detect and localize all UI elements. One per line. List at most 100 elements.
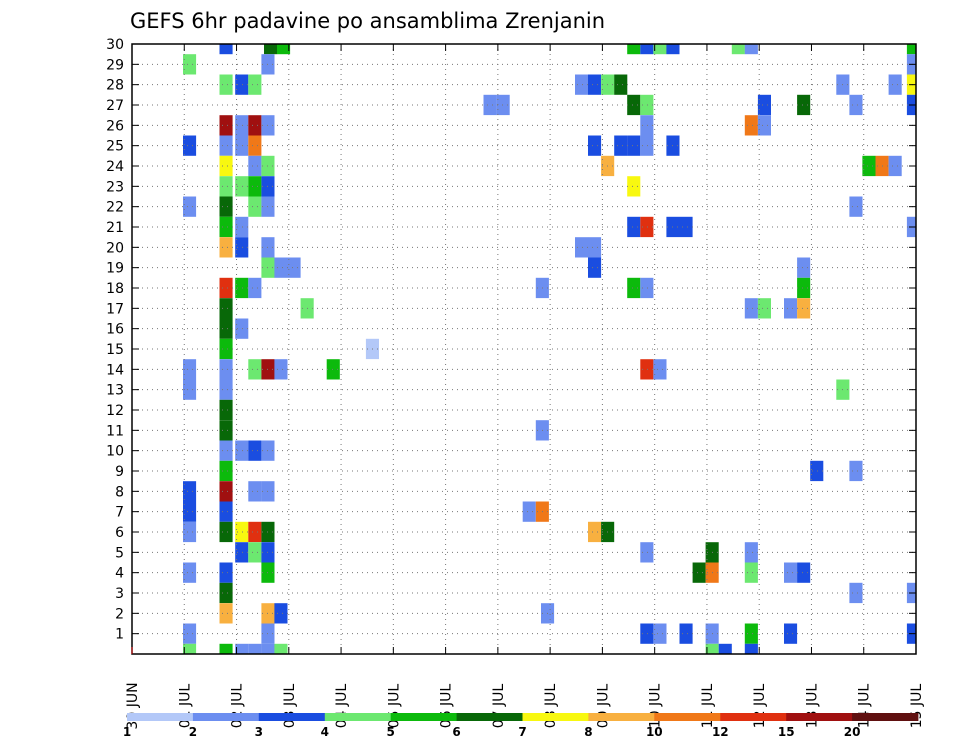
cell [888,155,902,177]
cell [183,359,197,380]
cell [235,277,249,299]
cell [248,440,262,461]
y-tick-label: 14 [106,362,124,378]
colorbar-label: 8 [584,725,592,739]
colorbar-label: 15 [778,725,795,739]
y-tick-label: 8 [115,484,124,500]
colorbar-swatch [720,713,787,721]
cell [248,155,262,177]
y-tick-label: 10 [106,444,124,460]
cell [627,94,641,116]
cell [248,542,262,563]
cell [744,298,758,319]
cell [588,237,602,258]
cell [849,460,863,482]
colorbar-swatch [522,713,589,721]
cell [219,460,233,482]
cell [219,562,233,583]
y-tick-label: 27 [106,98,124,114]
colorbar-label: 3 [255,725,263,739]
y-tick-label: 22 [106,200,124,216]
cell [797,257,811,278]
y-tick-label: 2 [115,606,124,622]
cell [757,115,771,136]
y-tick-label: 18 [106,281,124,297]
x-tick-label: 01 JUL [177,684,193,729]
cell [219,521,233,543]
x-tick-label: 14 JUL [857,684,873,729]
colorbar-swatch [852,713,919,721]
cell [183,623,197,644]
colorbar-swatch [786,713,853,721]
x-tick-label: 05 JUL [386,684,402,729]
cell [183,501,197,522]
cell [705,643,719,654]
cell [235,216,249,238]
colorbar-label: 12 [712,725,729,739]
cell [640,542,654,563]
cell [183,521,197,543]
cell [496,94,510,116]
cell [219,216,233,238]
colorbar-swatch [456,713,523,721]
grid-layer [132,44,916,654]
cell [235,176,249,197]
colorbar-label: 2 [189,725,197,739]
x-tick-label: 30 JUN [125,682,141,729]
cell [731,44,745,55]
cell [627,44,641,55]
cell [862,155,876,177]
cell [849,94,863,116]
cell [614,135,628,156]
cell [588,135,602,156]
cell [235,318,249,339]
cell [248,521,262,543]
cell [326,359,340,380]
cell [849,582,863,604]
y-tick-label: 24 [106,159,124,175]
cell [588,74,602,95]
cell [261,643,275,654]
cell [219,155,233,177]
cell [627,135,641,156]
y-tick-label: 21 [106,220,124,236]
cell [522,501,536,522]
cell [248,196,262,217]
x-tick-label: 10 JUL [648,684,664,729]
cell [757,94,771,116]
cell [640,359,654,380]
y-tick-label: 29 [106,57,124,73]
y-tick-label: 6 [115,525,124,541]
cell [183,379,197,400]
cell [744,643,758,654]
cell [274,359,288,380]
cell [744,542,758,563]
cell [640,44,654,55]
cell [183,54,197,75]
cell [274,257,288,278]
colorbar-swatch [192,713,260,721]
cell [219,359,233,380]
cell [784,298,798,319]
cell [183,481,197,502]
cell [757,298,771,319]
cell [183,196,197,217]
cell [183,562,197,583]
y-tick-label: 15 [106,342,124,358]
cell [219,277,233,299]
cell [264,44,278,55]
cell [248,481,262,502]
colorbar-label: 7 [518,725,526,739]
y-tick-label: 5 [115,545,124,561]
cell [219,115,233,136]
cell [235,74,249,95]
cell [797,562,811,583]
x-tick-label: 09 JUL [595,684,611,729]
cell [235,135,249,156]
cell [849,196,863,217]
y-tick-label: 20 [106,240,124,256]
cell [248,74,262,95]
cell [219,44,233,55]
